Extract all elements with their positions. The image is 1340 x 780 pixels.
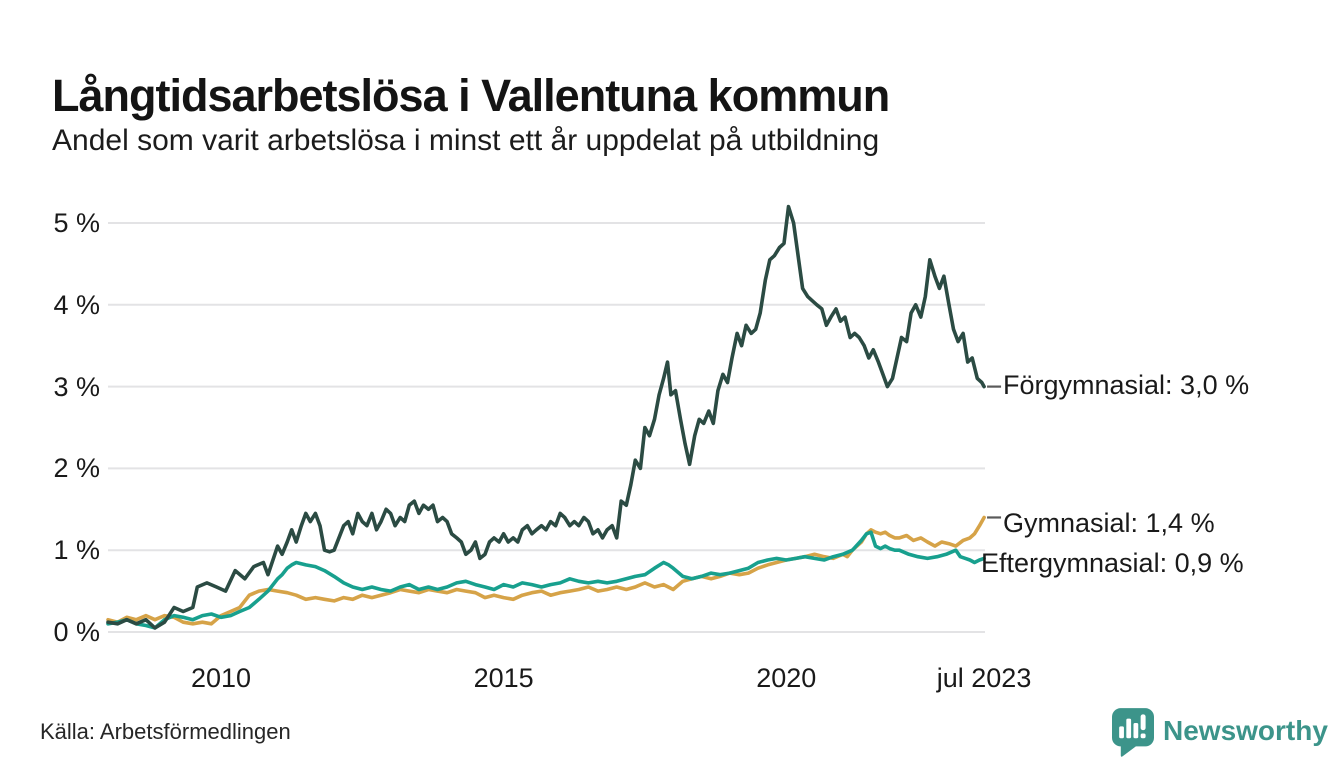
x-tick-label: 2010 — [190, 663, 252, 693]
y-tick-label: 4 % — [53, 289, 100, 320]
brand-name: Newsworthy — [1163, 715, 1328, 746]
chart-subtitle: Andel som varit arbetslösa i minst ett å… — [52, 124, 880, 157]
series-line-eftergymnasial — [106, 530, 986, 630]
y-tick-label: 2 % — [53, 453, 100, 484]
newsworthy-logo[interactable]: Newsworthy — [1112, 708, 1328, 758]
y-tick-label: 0 % — [53, 617, 100, 647]
newsworthy-icon — [1112, 708, 1154, 757]
chart-title: Långtidsarbetslösa i Vallentuna kommun — [52, 70, 890, 122]
series-label-eftergymnasial: Eftergymnasial: 0,9 % — [981, 548, 1244, 578]
series-label-forgymnasial: Förgymnasial: 3,0 % — [1003, 370, 1250, 400]
y-tick-label: 5 % — [53, 208, 100, 238]
source-label: Källa: Arbetsförmedlingen — [40, 719, 291, 744]
series-label-gymnasial: Gymnasial: 1,4 % — [1003, 508, 1215, 538]
y-tick-label: 3 % — [53, 371, 100, 402]
x-tick-label: 2020 — [756, 663, 817, 693]
y-tick-label: 1 % — [53, 535, 100, 566]
series-line-gymnasial — [106, 515, 986, 626]
x-tick-label: 2015 — [473, 663, 534, 693]
series-line-forgymnasial — [106, 204, 986, 630]
x-tick-label: jul 2023 — [936, 663, 1032, 693]
